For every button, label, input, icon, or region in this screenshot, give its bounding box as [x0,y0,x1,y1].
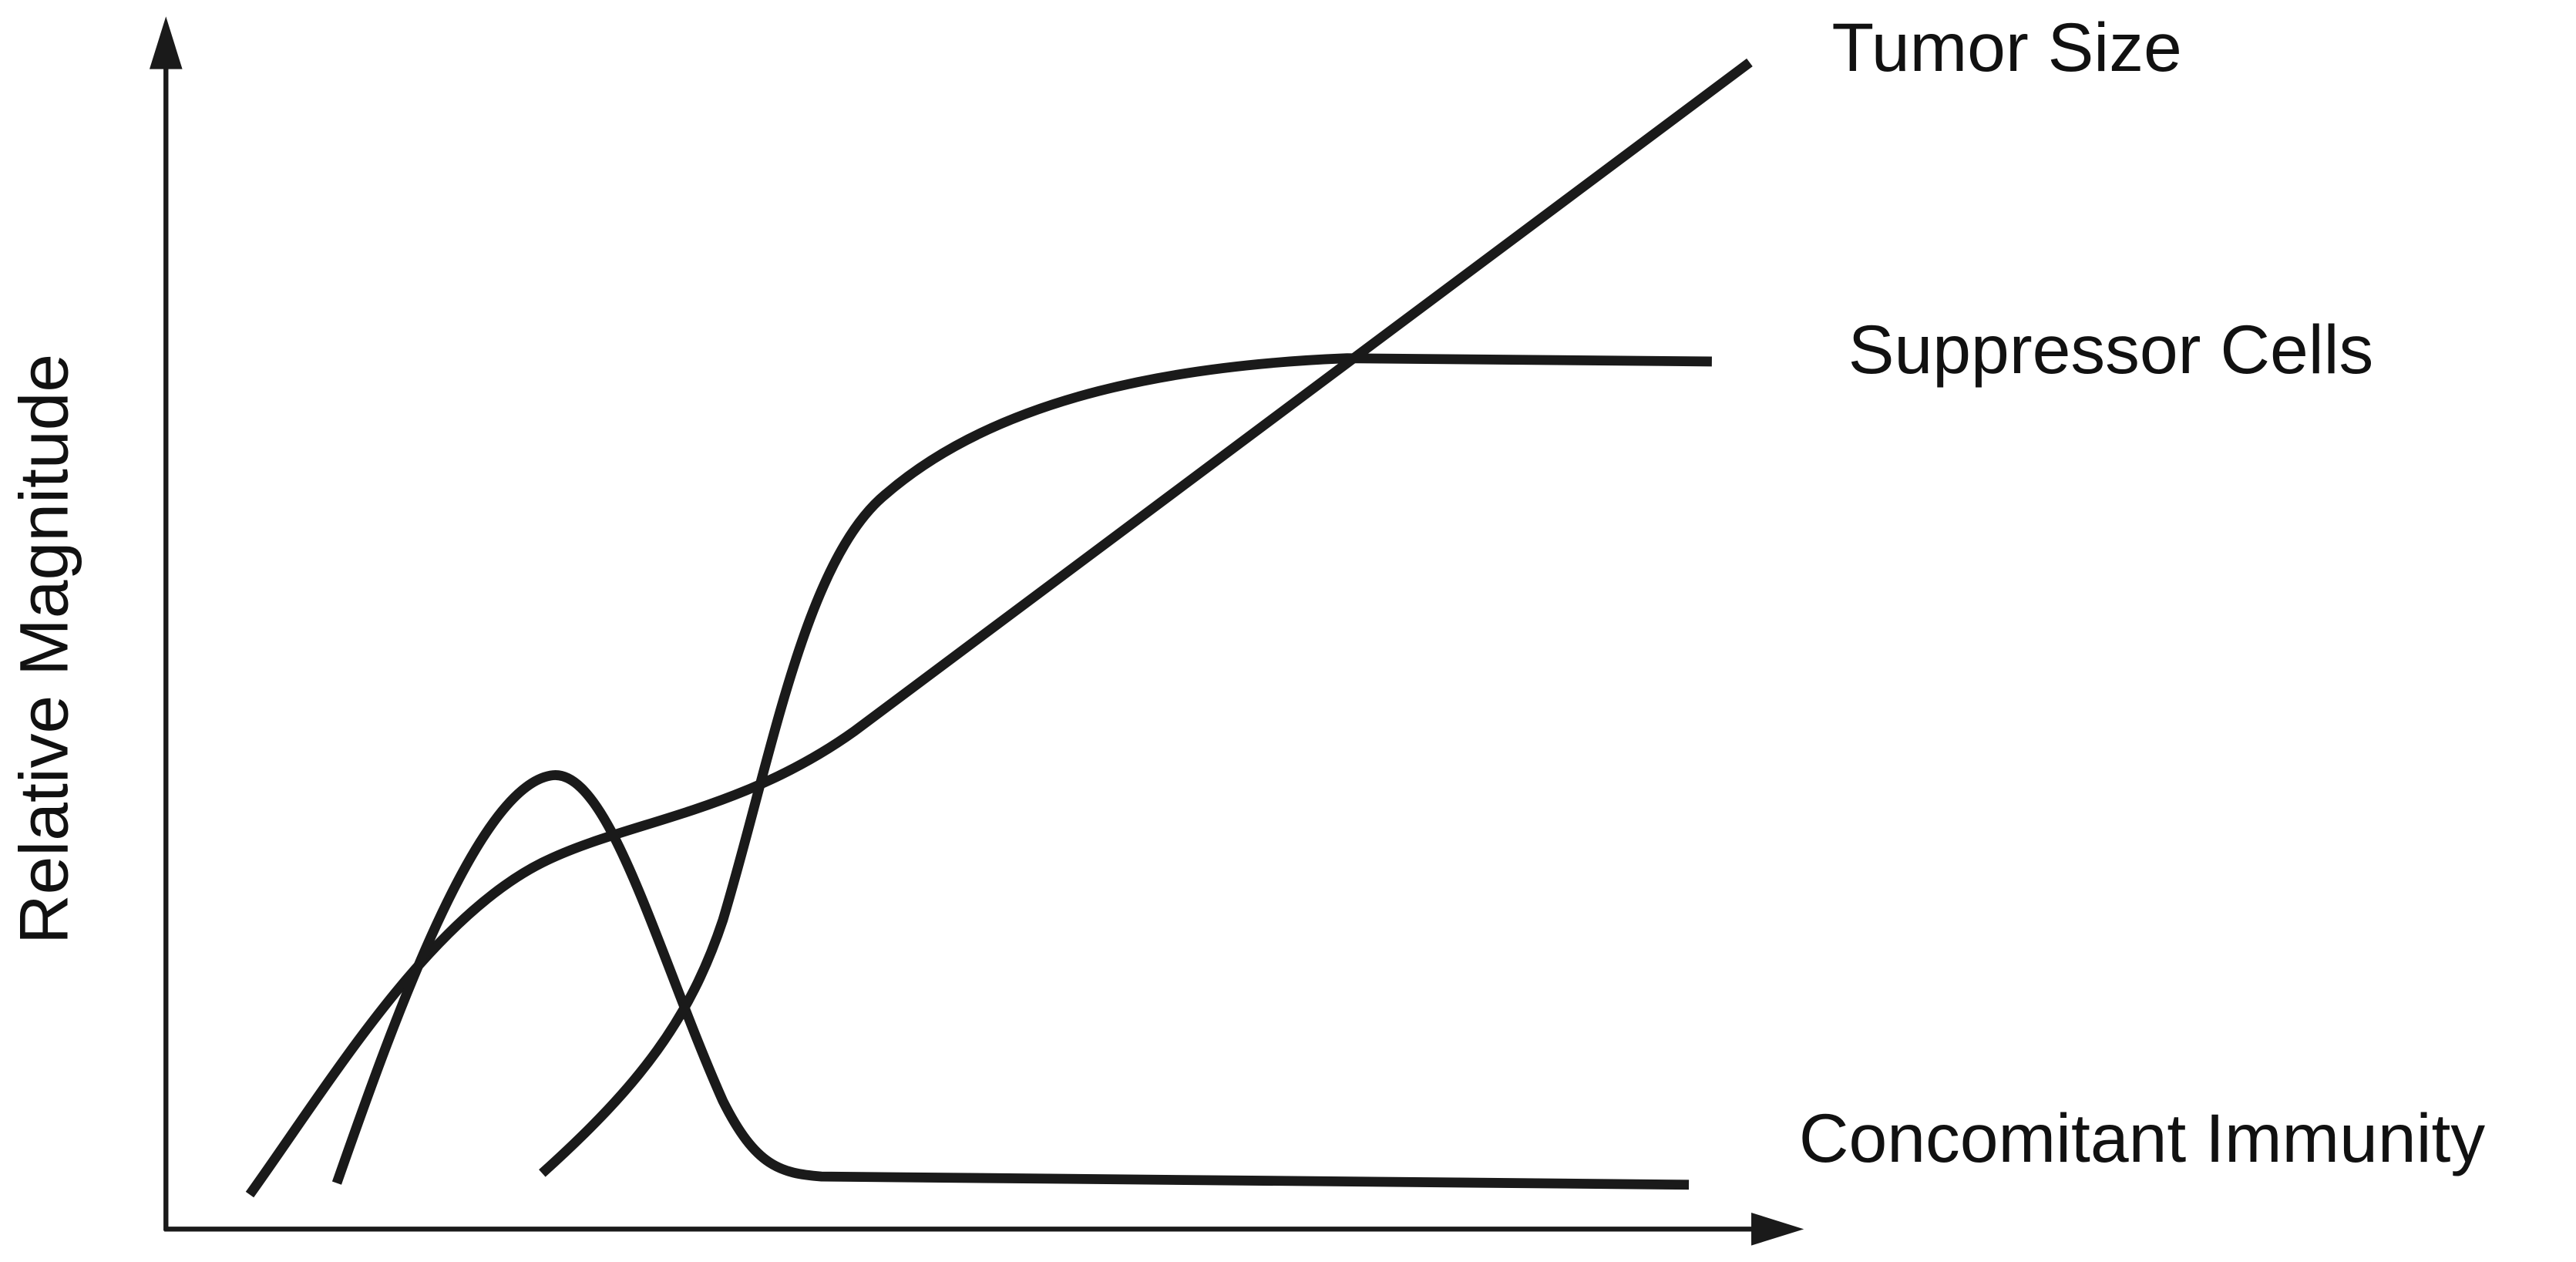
curve-label: Tumor Size [1831,8,2181,86]
y-axis-arrow [149,16,183,69]
x-axis-arrow [1751,1213,1804,1246]
concomitant-immunity-curve [331,770,1690,1190]
tumor-size-curve [245,58,1753,1198]
suppressor-cells-curve [539,353,1712,1177]
curve-label: Suppressor Cells [1848,311,2373,388]
y-axis-label: Relative Magnitude [5,354,82,944]
curve-label: Concomitant Immunity [1799,1099,2486,1176]
